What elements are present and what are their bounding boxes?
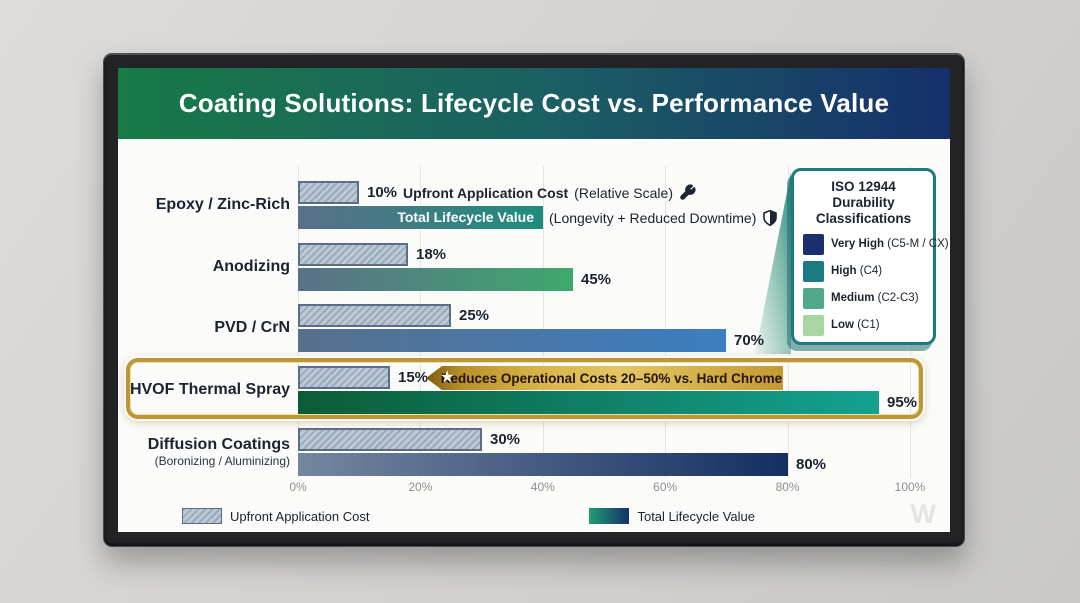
tv-frame: Coating Solutions: Lifecycle Cost vs. Pe… <box>103 53 965 547</box>
lifecycle-bar <box>298 453 788 476</box>
wrench-icon <box>679 184 696 201</box>
chart-row: 25% 70% <box>298 304 764 352</box>
chart-row: 15% 95% <box>298 366 917 414</box>
legend-item-lifecycle: Total Lifecycle Value <box>589 508 755 524</box>
upfront-series-title: Upfront Application Cost <box>403 184 569 201</box>
iso-legend-item: High (C4) <box>803 260 924 282</box>
lifecycle-bar: Total Lifecycle Value <box>298 206 543 229</box>
category-label: HVOF Thermal Spray <box>129 381 290 399</box>
iso-color-swatch <box>803 314 824 336</box>
iso-legend-items: Very High (C5-M / CX) High (C4) Medium (C2… <box>803 233 949 336</box>
gridline <box>665 166 667 478</box>
upfront-value: 25% <box>459 307 490 324</box>
lifecycle-bar <box>298 329 726 352</box>
lifecycle-series-note: (Longevity + Reduced Downtime) <box>549 209 757 226</box>
iso-item-label: Medium (C2-C3) <box>831 292 919 305</box>
x-axis-tick: 80% <box>775 480 800 494</box>
upfront-value: 30% <box>490 431 521 448</box>
iso-item-label: High (C4) <box>831 265 883 278</box>
page-title: Coating Solutions: Lifecycle Cost vs. Pe… <box>178 88 890 118</box>
chart-row: 10% Upfront Application Cost (Relative S… <box>298 181 778 229</box>
upfront-value: 18% <box>416 246 447 263</box>
iso-color-swatch <box>803 260 824 282</box>
category-label: Anodizing <box>212 258 290 276</box>
x-axis-tick: 0% <box>289 480 307 494</box>
lifecycle-bar <box>298 268 573 291</box>
chart-row: 18% 45% <box>298 243 611 291</box>
iso-legend-item: Medium (C2-C3) <box>803 287 924 309</box>
lifecycle-series-title: Total Lifecycle Value <box>397 209 534 225</box>
lifecycle-bar <box>298 391 879 414</box>
upfront-bar <box>298 243 408 266</box>
lifecycle-value: 80% <box>796 456 827 473</box>
category-label: PVD / CrN <box>214 319 290 337</box>
upfront-series-note: (Relative Scale) <box>574 184 673 201</box>
iso-item-label: Low (C1) <box>831 319 880 332</box>
chart-legend: Upfront Application Cost Total Lifecycle… <box>182 508 755 524</box>
star-icon: ★ <box>440 369 455 386</box>
x-axis-tick: 40% <box>530 480 555 494</box>
lifecycle-value: 70% <box>734 332 765 349</box>
iso-color-swatch <box>803 233 824 255</box>
upfront-value: 10% <box>367 184 398 201</box>
iso-legend-title: ISO 12944 Durability Classifications <box>815 179 912 226</box>
lifecycle-value: 45% <box>581 271 612 288</box>
upfront-bar <box>298 181 359 204</box>
upfront-value: 15% <box>398 369 429 386</box>
iso-legend-box: ISO 12944 Durability Classifications Ver… <box>791 168 949 345</box>
iso-color-swatch <box>803 287 824 309</box>
upfront-bar <box>298 366 390 389</box>
gridline <box>542 166 544 478</box>
chart-header: Coating Solutions: Lifecycle Cost vs. Pe… <box>118 68 950 139</box>
iso-legend-item: Low (C1) <box>803 314 924 336</box>
lifecycle-value: 95% <box>887 394 918 411</box>
hvof-benefit-text: Reduces Operational Costs 20–50% vs. Har… <box>440 370 783 386</box>
iso-legend-item: Very High (C5-M / CX) <box>803 233 949 255</box>
upfront-bar <box>298 428 482 451</box>
upfront-bar <box>298 304 451 327</box>
iso-item-label: Very High (C5-M / CX) <box>831 238 949 251</box>
tv-screen: Coating Solutions: Lifecycle Cost vs. Pe… <box>118 68 950 532</box>
lifecycle-swatch <box>589 508 630 524</box>
category-label: Epoxy / Zinc-Rich <box>155 196 290 214</box>
chart-plot-area: ISO 12944 Durability Classifications Ver… <box>118 68 950 532</box>
category-label: Diffusion Coatings (Boronizing / Alumini… <box>147 436 290 468</box>
hvof-benefit-badge: ★ Reduces Operational Costs 20–50% vs. H… <box>426 366 783 390</box>
shield-icon <box>762 209 778 227</box>
x-axis-tick: 100% <box>894 480 926 494</box>
watermark-logo: W <box>910 499 936 529</box>
upfront-swatch <box>182 508 222 524</box>
legend-item-upfront: Upfront Application Cost <box>182 508 369 524</box>
x-axis-tick: 20% <box>408 480 433 494</box>
x-axis-tick: 60% <box>653 480 678 494</box>
chart-row: 30% 80% <box>298 428 826 476</box>
